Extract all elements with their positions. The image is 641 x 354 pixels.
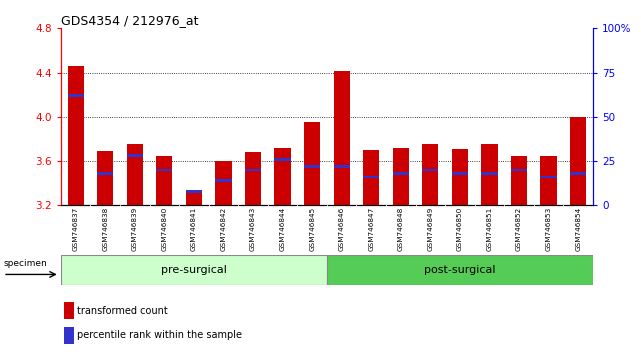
Bar [363, 176, 379, 178]
Text: transformed count: transformed count [77, 306, 167, 316]
Text: GSM746841: GSM746841 [191, 207, 197, 251]
Text: GSM746853: GSM746853 [545, 207, 552, 251]
Text: post-surgical: post-surgical [424, 265, 495, 275]
Bar [304, 122, 320, 205]
Text: GSM746845: GSM746845 [309, 207, 315, 251]
Bar [64, 327, 74, 344]
Bar [304, 165, 320, 168]
Text: GSM746842: GSM746842 [221, 207, 226, 251]
Bar [127, 144, 143, 205]
Bar [245, 152, 261, 205]
Bar [156, 155, 172, 205]
Bar [274, 158, 291, 161]
Bar [422, 144, 438, 205]
Text: GSM746838: GSM746838 [102, 207, 108, 251]
Text: GSM746840: GSM746840 [162, 207, 167, 251]
Text: specimen: specimen [3, 259, 47, 268]
Bar [97, 172, 113, 175]
Bar [452, 149, 468, 205]
Bar [215, 179, 231, 182]
Bar [67, 66, 84, 205]
Bar [186, 190, 202, 193]
Bar [215, 161, 231, 205]
Bar [481, 172, 497, 175]
Bar [422, 169, 438, 171]
Text: percentile rank within the sample: percentile rank within the sample [77, 330, 242, 340]
Bar [327, 255, 593, 285]
Text: GSM746843: GSM746843 [250, 207, 256, 251]
Text: GSM746852: GSM746852 [516, 207, 522, 251]
Bar [540, 155, 557, 205]
Bar [67, 94, 84, 97]
Text: GSM746849: GSM746849 [428, 207, 433, 251]
Bar [393, 172, 409, 175]
Bar [64, 302, 74, 319]
Text: GSM746847: GSM746847 [368, 207, 374, 251]
Text: GSM746854: GSM746854 [575, 207, 581, 251]
Bar [393, 148, 409, 205]
Text: pre-surgical: pre-surgical [161, 265, 227, 275]
Bar [481, 144, 497, 205]
Text: GSM746848: GSM746848 [398, 207, 404, 251]
Bar [452, 172, 468, 175]
Bar [97, 151, 113, 205]
Bar [570, 172, 587, 175]
Bar [156, 169, 172, 171]
Text: GSM746837: GSM746837 [72, 207, 79, 251]
Text: GSM746844: GSM746844 [279, 207, 286, 251]
Bar [570, 117, 587, 205]
Text: GSM746851: GSM746851 [487, 207, 492, 251]
Bar [245, 169, 261, 171]
Text: GDS4354 / 212976_at: GDS4354 / 212976_at [61, 14, 199, 27]
Bar [274, 148, 291, 205]
Bar [511, 169, 527, 171]
Text: GSM746850: GSM746850 [457, 207, 463, 251]
Bar [61, 255, 327, 285]
Bar [511, 155, 527, 205]
Bar [186, 193, 202, 205]
Bar [333, 72, 350, 205]
Bar [333, 165, 350, 168]
Bar [540, 176, 557, 178]
Bar [127, 154, 143, 157]
Text: GSM746839: GSM746839 [132, 207, 138, 251]
Text: GSM746846: GSM746846 [338, 207, 345, 251]
Bar [363, 150, 379, 205]
